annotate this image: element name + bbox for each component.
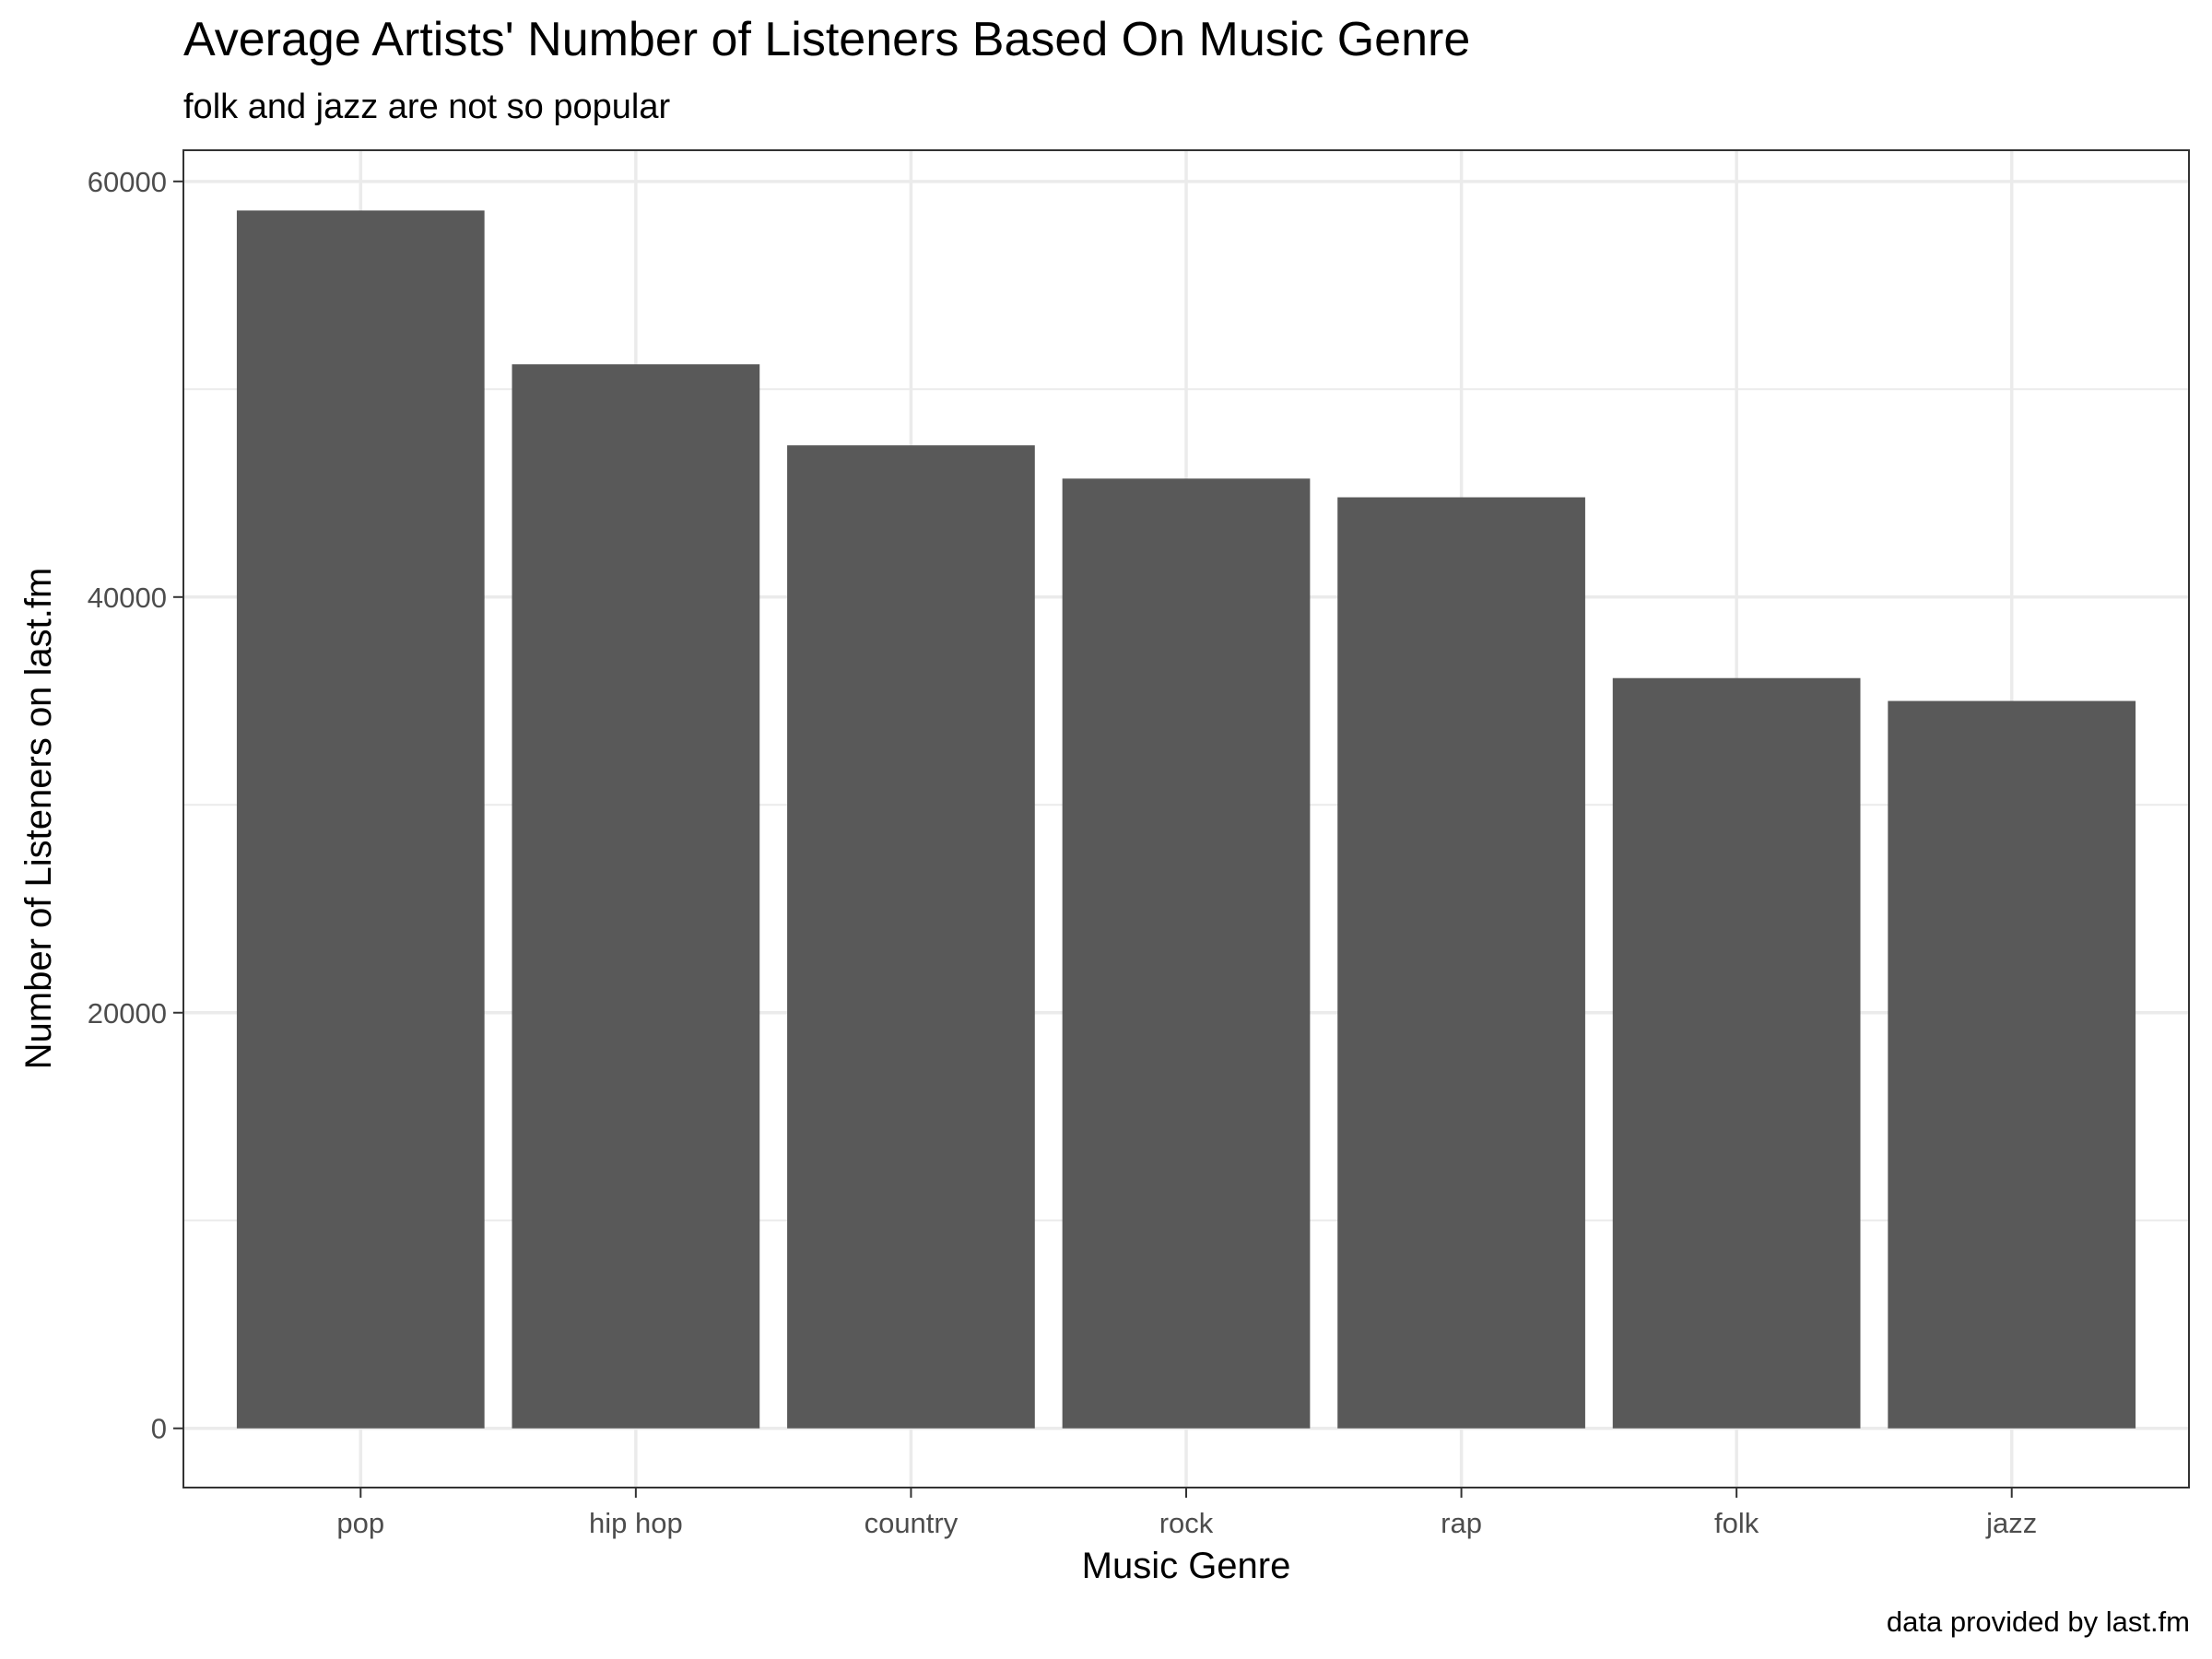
- bars: [236, 210, 2136, 1429]
- bar-rap: [1337, 497, 1585, 1429]
- x-tick-label: jazz: [1985, 1507, 2037, 1539]
- x-axis-title: Music Genre: [1082, 1546, 1291, 1586]
- chart-title: Average Artists' Number of Listeners Bas…: [183, 13, 1470, 66]
- y-axis-title: Number of Listeners on last.fm: [18, 568, 59, 1070]
- y-tick-label: 20000: [88, 997, 167, 1030]
- x-tick-label: country: [865, 1507, 959, 1539]
- y-tick-label: 0: [151, 1413, 167, 1445]
- y-axis: 0 20000 40000 60000: [88, 166, 183, 1445]
- y-tick-label: 60000: [88, 166, 167, 198]
- bar-country: [787, 445, 1035, 1429]
- x-tick-label: hip hop: [589, 1507, 683, 1539]
- x-tick-label: rap: [1441, 1507, 1482, 1539]
- bar-pop: [236, 210, 485, 1429]
- bar-jazz: [1888, 700, 2136, 1429]
- y-tick-label: 40000: [88, 582, 167, 614]
- chart-caption: data provided by last.fm: [1887, 1606, 2190, 1638]
- bar-rock: [1062, 478, 1311, 1429]
- x-tick-label: rock: [1159, 1507, 1214, 1539]
- x-tick-label: pop: [336, 1507, 384, 1539]
- bar-hip-hop: [512, 364, 760, 1429]
- x-axis: pop hip hop country rock rap folk jazz: [336, 1488, 2037, 1539]
- bar-folk: [1612, 677, 1861, 1429]
- chart-subtitle: folk and jazz are not so popular: [183, 88, 670, 126]
- x-tick-label: folk: [1714, 1507, 1759, 1539]
